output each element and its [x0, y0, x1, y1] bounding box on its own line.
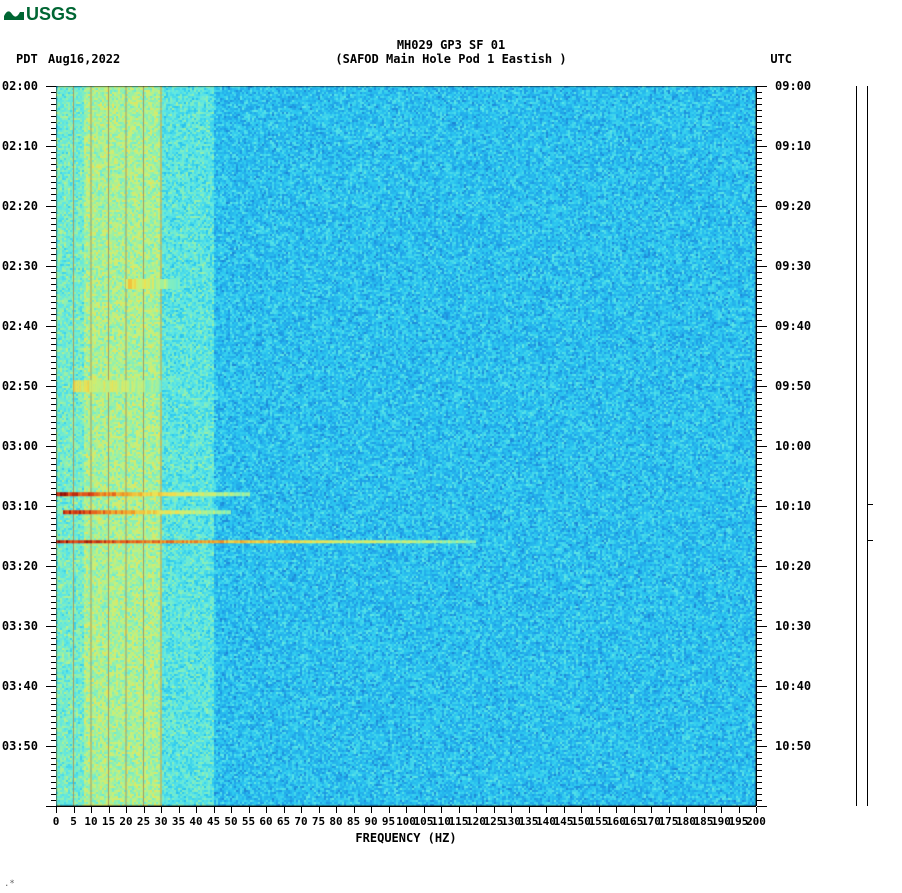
colorbar: [856, 86, 868, 806]
x-tick-label: 0: [53, 815, 60, 828]
footer-mark: .*: [4, 879, 15, 889]
x-tick-label: 45: [207, 815, 220, 828]
y-left-label: 02:30: [2, 259, 38, 273]
y-left-label: 03:50: [2, 739, 38, 753]
y-right-label: 10:50: [775, 739, 811, 753]
x-tick-label: 10: [84, 815, 97, 828]
x-tick-label: 85: [347, 815, 360, 828]
y-left-label: 03:00: [2, 439, 38, 453]
chart-title-line2: (SAFOD Main Hole Pod 1 Eastish ): [0, 52, 902, 66]
y-left-label: 03:30: [2, 619, 38, 633]
x-tick-label: 90: [364, 815, 377, 828]
y-right-label: 10:30: [775, 619, 811, 633]
y-right-label: 10:10: [775, 499, 811, 513]
spectrogram-plot: [56, 86, 756, 806]
x-tick-label: 60: [259, 815, 272, 828]
y-right-label: 10:20: [775, 559, 811, 573]
y-axis-right: 09:0009:1009:2009:3009:4009:5010:0010:10…: [756, 86, 805, 806]
y-left-label: 02:00: [2, 79, 38, 93]
x-tick-label: 55: [242, 815, 255, 828]
chart-title-line1: MH029 GP3 SF 01: [0, 38, 902, 52]
y-left-label: 03:10: [2, 499, 38, 513]
y-left-label: 03:20: [2, 559, 38, 573]
x-tick-label: 40: [189, 815, 202, 828]
y-right-label: 10:40: [775, 679, 811, 693]
logo-text: USGS: [26, 4, 77, 25]
y-right-label: 09:50: [775, 379, 811, 393]
x-tick-label: 50: [224, 815, 237, 828]
x-tick-label: 65: [277, 815, 290, 828]
x-tick-label: 35: [172, 815, 185, 828]
y-axis-left: 02:0002:1002:2002:3002:4002:5003:0003:10…: [8, 86, 57, 806]
x-tick-label: 70: [294, 815, 307, 828]
x-tick-label: 75: [312, 815, 325, 828]
y-right-label: 10:00: [775, 439, 811, 453]
timezone-left-label: PDT: [16, 52, 38, 66]
x-tick-label: 15: [102, 815, 115, 828]
y-right-label: 09:00: [775, 79, 811, 93]
x-tick-label: 25: [137, 815, 150, 828]
y-right-label: 09:40: [775, 319, 811, 333]
y-left-label: 03:40: [2, 679, 38, 693]
chart-header: PDT Aug16,2022 MH029 GP3 SF 01 (SAFOD Ma…: [0, 38, 902, 66]
x-tick-label: 80: [329, 815, 342, 828]
y-left-label: 02:10: [2, 139, 38, 153]
logo-wave-icon: [4, 4, 24, 25]
y-right-label: 09:20: [775, 199, 811, 213]
x-tick-label: 20: [119, 815, 132, 828]
date-label: Aug16,2022: [48, 52, 120, 66]
y-left-label: 02:20: [2, 199, 38, 213]
x-tick-label: 5: [70, 815, 77, 828]
usgs-logo: USGS: [4, 4, 77, 25]
x-tick-label: 95: [382, 815, 395, 828]
x-axis-title: FREQUENCY (HZ): [56, 831, 756, 845]
y-right-label: 09:30: [775, 259, 811, 273]
y-right-label: 09:10: [775, 139, 811, 153]
timezone-right-label: UTC: [770, 52, 792, 66]
y-left-label: 02:50: [2, 379, 38, 393]
x-axis: FREQUENCY (HZ) 05 10 15 20 25 30 35 40 45 50 55 60 6…: [56, 806, 756, 847]
y-left-label: 02:40: [2, 319, 38, 333]
x-tick-label: 200: [746, 815, 766, 828]
x-tick-label: 30: [154, 815, 167, 828]
spectrogram-canvas: [56, 86, 756, 806]
